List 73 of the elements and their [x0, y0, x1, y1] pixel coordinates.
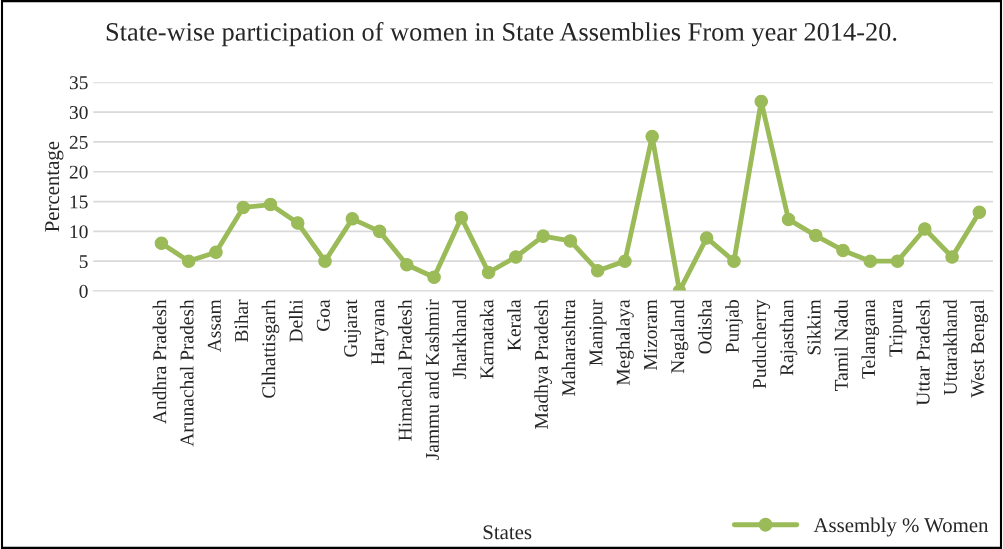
x-tick-label: Manipur [589, 299, 607, 366]
x-tick-label: Kerala [507, 299, 521, 351]
x-tick-label: Sikkim [806, 299, 821, 355]
x-tick-label: Chhattisgarh [261, 299, 280, 398]
point [236, 200, 250, 215]
y-tick-label: 30 [69, 105, 88, 120]
legend-label: Assembly % Women [813, 517, 989, 537]
x-tick-label: Uttar Pradesh [915, 299, 930, 406]
chart-title: State-wise participation of women in State Assemblies From year 2014-20. [106, 21, 897, 47]
x-tick-label: Andhra Pradesh [152, 299, 167, 424]
x-tick-label: Rajasthan [779, 299, 798, 376]
y-tick-label: 15 [70, 195, 88, 209]
y-tick-label: 25 [69, 135, 88, 149]
y-tick-label: 0 [79, 284, 88, 298]
point [290, 216, 305, 230]
point [209, 245, 223, 259]
point [427, 270, 441, 285]
x-tick-label: Odisha [697, 299, 712, 354]
x-tick-label: Nagaland [670, 299, 689, 374]
x-tick-label: Assam [207, 299, 221, 353]
point [481, 265, 496, 280]
x-tick-label: Tripura [889, 299, 907, 357]
point [727, 254, 741, 268]
y-tick-label: 35 [69, 76, 88, 90]
point [754, 94, 768, 109]
point [509, 250, 523, 264]
point [372, 224, 387, 239]
x-tick-label: Telangana [861, 299, 880, 379]
x-tick-label: Maharashtra [561, 299, 576, 396]
point [863, 254, 878, 268]
x-tick-label: Bihar [234, 299, 249, 342]
x-tick-label: Meghalaya [616, 299, 634, 386]
point [345, 212, 360, 226]
x-tick-label: Karnataka [479, 299, 494, 379]
x-tick-label: Punjab [725, 300, 743, 353]
point [536, 229, 550, 243]
y-axis-title: Percentage [45, 141, 64, 232]
point [454, 210, 469, 225]
point [318, 254, 332, 268]
x-tick-label: Arunachal Pradesh [179, 299, 194, 447]
point [808, 228, 823, 243]
y-tick-label: 20 [69, 165, 88, 179]
y-tick-label: 5 [79, 255, 88, 269]
point [400, 257, 414, 272]
x-tick-label: Haryana [371, 299, 389, 365]
point [699, 231, 714, 245]
x-tick-label: Tamil Nadu [834, 299, 848, 392]
x-tick-label: Goa [316, 299, 330, 331]
x-tick-label: Delhi [288, 299, 303, 342]
point [563, 234, 578, 248]
x-axis-title: States [483, 525, 532, 540]
x-tick-label: Gujarat [344, 299, 362, 357]
x-tick-label: Uttarakhand [943, 299, 957, 395]
x-tick-label: Himachal Pradesh [397, 299, 412, 441]
x-tick-label: Mizoram [643, 299, 658, 371]
point [618, 254, 632, 268]
x-tick-label: Jammu and Kashmir [425, 299, 439, 460]
point [590, 263, 605, 278]
x-tick-label: Jharkhand [452, 299, 467, 379]
point [972, 205, 987, 220]
point [945, 250, 959, 264]
y-tick-label: 10 [70, 225, 88, 239]
point [918, 222, 932, 236]
point [836, 243, 850, 258]
point [263, 197, 278, 212]
point [181, 254, 196, 268]
point [154, 236, 169, 251]
x-tick-label: Madhya Pradesh [534, 299, 552, 429]
point [645, 129, 659, 144]
x-tick-label: West Bengal [970, 299, 989, 398]
x-tick-label: Puducherry [752, 299, 771, 389]
point [890, 254, 905, 268]
point [781, 212, 796, 227]
